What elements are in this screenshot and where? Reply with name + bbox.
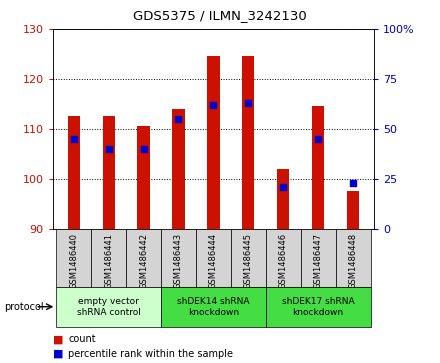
Text: shDEK14 shRNA
knockdown: shDEK14 shRNA knockdown [177, 297, 249, 317]
Bar [196, 229, 231, 287]
Text: GSM1486448: GSM1486448 [348, 233, 358, 289]
Point [105, 146, 112, 152]
Text: empty vector
shRNA control: empty vector shRNA control [77, 297, 141, 317]
Text: shDEK17 shRNA
knockdown: shDEK17 shRNA knockdown [282, 297, 355, 317]
Bar [347, 191, 359, 229]
Bar [161, 229, 196, 287]
Point [349, 180, 356, 186]
Text: GSM1486446: GSM1486446 [279, 233, 288, 289]
Bar [91, 229, 126, 287]
Text: ■: ■ [53, 334, 63, 344]
Point [245, 100, 252, 106]
Text: GSM1486445: GSM1486445 [244, 233, 253, 289]
Point [140, 146, 147, 152]
Text: GSM1486444: GSM1486444 [209, 233, 218, 289]
Text: protocol: protocol [4, 302, 44, 312]
Text: count: count [68, 334, 96, 344]
Bar [266, 229, 301, 287]
Text: percentile rank within the sample: percentile rank within the sample [68, 349, 233, 359]
Text: GSM1486447: GSM1486447 [314, 233, 323, 289]
Bar [207, 57, 220, 229]
Bar [126, 229, 161, 287]
Point [210, 102, 217, 108]
Text: GSM1486443: GSM1486443 [174, 233, 183, 289]
Bar [277, 169, 290, 229]
Bar [312, 106, 324, 229]
Bar [172, 109, 185, 229]
Point [280, 184, 287, 189]
Text: GSM1486440: GSM1486440 [69, 233, 78, 289]
Bar [161, 287, 266, 327]
Point [70, 136, 77, 142]
Text: GSM1486441: GSM1486441 [104, 233, 113, 289]
Bar [336, 229, 370, 287]
Point [175, 116, 182, 122]
Bar [137, 126, 150, 229]
Bar [301, 229, 336, 287]
Bar [103, 117, 115, 229]
Bar [231, 229, 266, 287]
Bar [56, 287, 161, 327]
Bar [56, 229, 91, 287]
Text: GDS5375 / ILMN_3242130: GDS5375 / ILMN_3242130 [133, 9, 307, 22]
Text: ■: ■ [53, 349, 63, 359]
Bar [68, 117, 80, 229]
Point [315, 136, 322, 142]
Bar [266, 287, 370, 327]
Text: GSM1486442: GSM1486442 [139, 233, 148, 289]
Bar [242, 57, 254, 229]
